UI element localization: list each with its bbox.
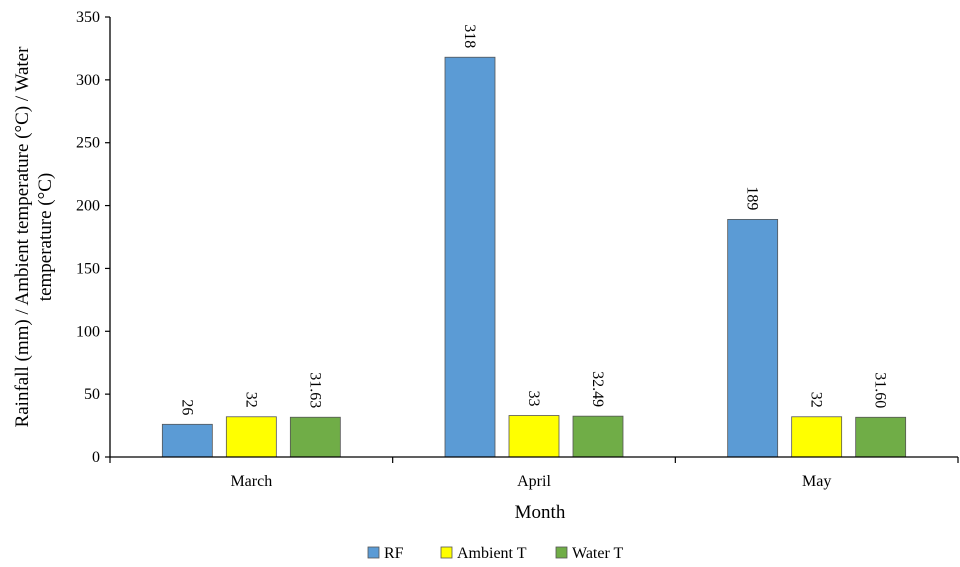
bar-rf	[161, 423, 213, 458]
data-label-water-t: 31.63	[306, 372, 323, 408]
bar-water-t	[855, 416, 907, 458]
data-label-rf: 189	[744, 186, 761, 210]
legend: RF Ambient T Water T	[367, 545, 624, 562]
y-tick-label: 250	[76, 135, 100, 152]
bar-water-t	[572, 415, 624, 458]
legend-label-rf: RF	[384, 545, 404, 562]
y-tick-label: 150	[76, 260, 100, 277]
bar-rf	[727, 218, 779, 458]
y-axis-ticks: 0 50 100 150 200 250 300 350	[76, 9, 110, 466]
data-label-ambient-t: 33	[525, 391, 542, 407]
bar-ambient-t	[225, 416, 277, 458]
y-tick-label: 0	[92, 449, 100, 466]
legend-label-ambient-t: Ambient T	[457, 545, 527, 562]
bar-water-t	[289, 416, 341, 458]
y-axis-title: Rainfall (mm) / Ambient temperature (°C)…	[12, 46, 56, 428]
legend-swatch-ambient-t	[440, 546, 453, 559]
y-tick-label: 350	[76, 9, 100, 26]
x-tick-label: May	[802, 473, 831, 490]
x-tick-label: March	[230, 473, 272, 490]
y-axis-title-line2: temperature (°C)	[35, 173, 56, 301]
data-labels: 26 318 189 32 33 32 31.63 32.49 31.60	[178, 24, 888, 415]
y-tick-label: 100	[76, 323, 100, 340]
data-label-water-t: 32.49	[589, 371, 606, 407]
data-label-water-t: 31.60	[872, 372, 889, 408]
bar-ambient-t	[791, 416, 843, 458]
legend-label-water-t: Water T	[572, 545, 624, 562]
x-axis-title: Month	[515, 502, 566, 523]
legend-swatch-water-t	[555, 546, 568, 559]
bars	[161, 56, 907, 458]
bar-rf	[444, 56, 496, 458]
axes	[109, 17, 958, 458]
x-axis-ticks: March April May	[109, 457, 959, 490]
data-label-rf: 318	[461, 24, 478, 48]
y-tick-label: 50	[84, 386, 100, 403]
y-tick-label: 200	[76, 198, 100, 215]
bar-ambient-t	[508, 415, 560, 458]
data-label-ambient-t: 32	[242, 392, 259, 408]
x-tick-label: April	[517, 473, 551, 490]
y-axis-title-line1: Rainfall (mm) / Ambient temperature (°C)…	[12, 46, 33, 428]
data-label-ambient-t: 32	[808, 392, 825, 408]
data-label-rf: 26	[178, 399, 195, 415]
y-tick-label: 300	[76, 72, 100, 89]
legend-swatch-rf	[367, 546, 380, 559]
